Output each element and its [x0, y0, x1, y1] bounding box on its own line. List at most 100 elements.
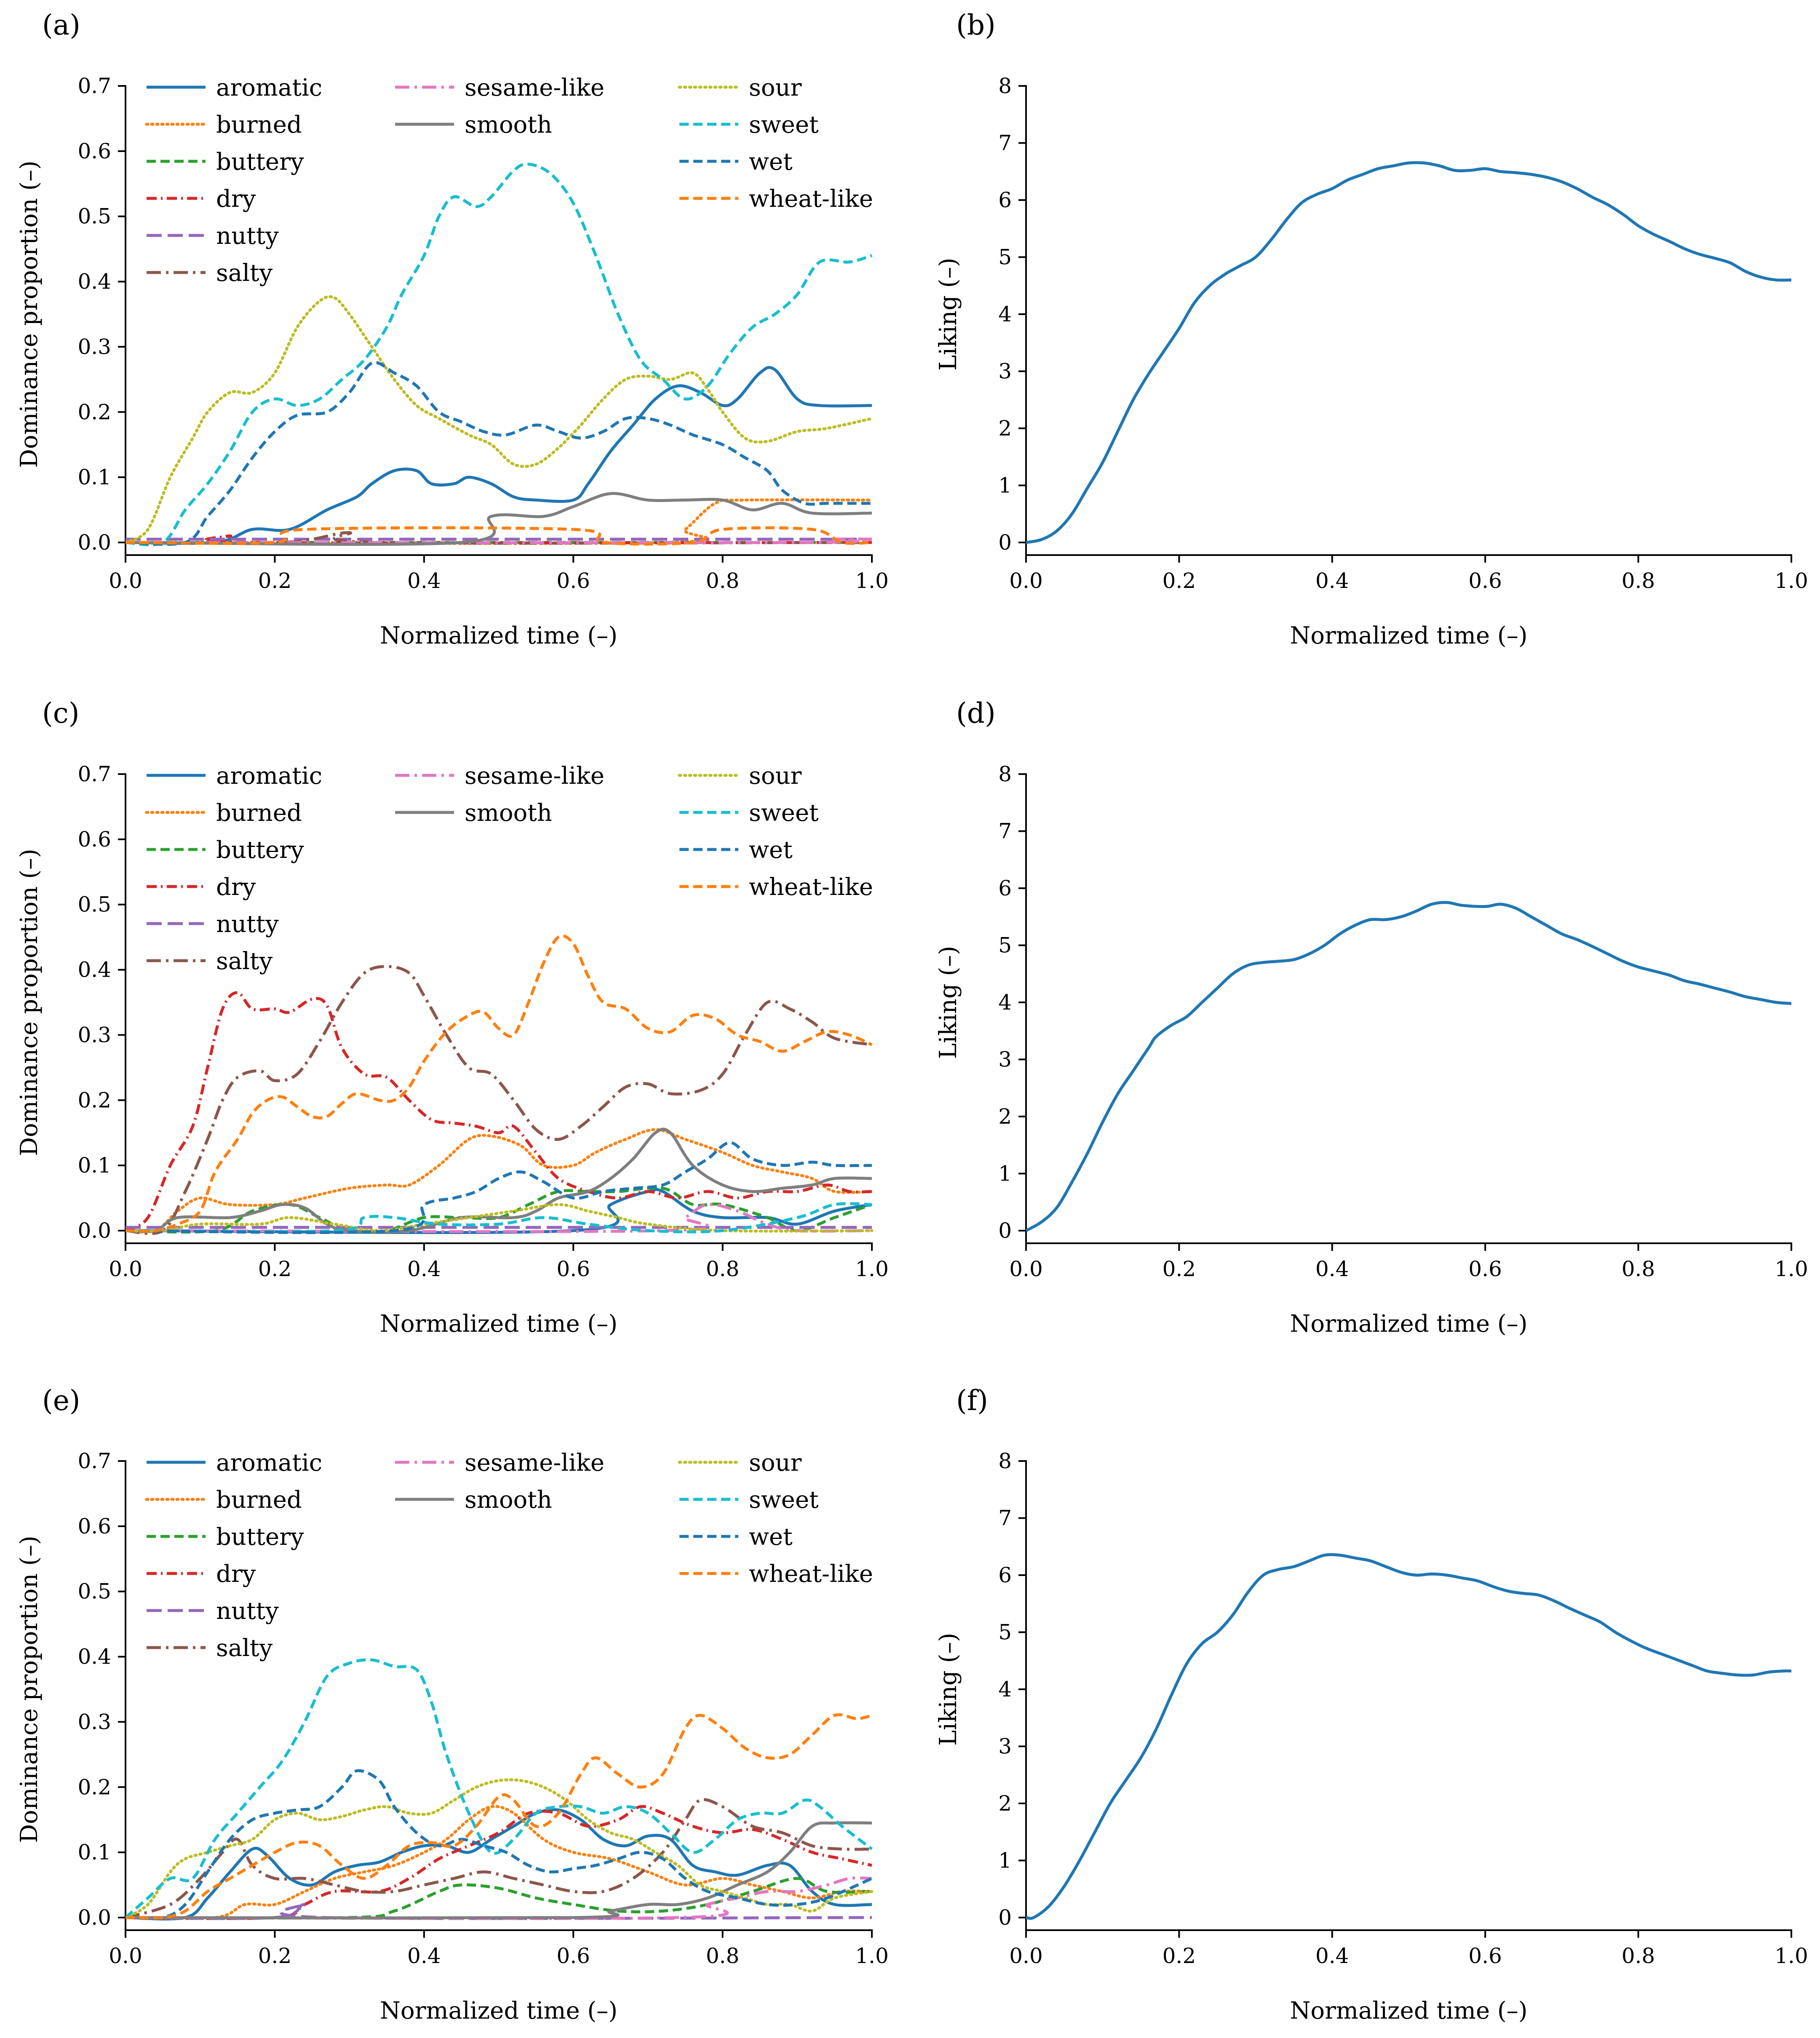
series-line-wet	[126, 1141, 872, 1234]
legend-label-smooth: smooth	[465, 111, 552, 139]
legend-label-nutty: nutty	[216, 222, 279, 250]
y-tick-label: 3	[998, 1047, 1012, 1072]
x-tick-label: 0.2	[1163, 1944, 1196, 1968]
x-tick-label: 0.2	[1163, 1257, 1196, 1281]
x-tick-label: 0.2	[258, 1944, 292, 1968]
y-tick-label: 0.4	[78, 1645, 111, 1669]
x-tick-label: 0.4	[407, 1944, 441, 1968]
y-tick-label: 0.1	[78, 1153, 111, 1178]
y-tick-label: 6	[998, 188, 1012, 212]
legend-label-sweet: sweet	[749, 111, 819, 139]
x-tick-label: 1.0	[855, 569, 889, 593]
legend-label-buttery: buttery	[216, 148, 304, 176]
legend-label-dry: dry	[216, 1560, 256, 1588]
x-tick-label: 0.6	[556, 569, 590, 593]
series-line-smooth	[126, 1821, 872, 1920]
y-tick-label: 7	[998, 819, 1012, 844]
series-line-liking	[1026, 161, 1792, 544]
series-line-wheat-like	[126, 934, 873, 1233]
series-line-sweet	[126, 1202, 872, 1234]
x-tick-label: 0.4	[1315, 1257, 1349, 1281]
legend-label-aromatic: aromatic	[216, 1449, 322, 1477]
x-tick-label: 1.0	[1775, 1944, 1808, 1968]
x-tick-label: 0.4	[1315, 1944, 1349, 1968]
legend-label-buttery: buttery	[216, 836, 304, 864]
x-tick-label: 1.0	[855, 1944, 889, 1968]
legend-label-wheat-like: wheat-like	[749, 873, 873, 901]
panel-letter: (f)	[956, 1384, 988, 1417]
x-tick-label: 0.2	[258, 569, 292, 593]
y-tick-label: 5	[998, 933, 1012, 958]
y-tick-label: 0	[998, 1905, 1012, 1930]
y-tick-label: 8	[998, 1449, 1012, 1473]
x-tick-label: 0.0	[1009, 569, 1043, 593]
y-axis-label: Liking (–)	[935, 946, 962, 1059]
y-tick-label: 4	[998, 302, 1012, 326]
legend-label-dry: dry	[216, 873, 256, 901]
legend-label-salty: salty	[216, 1635, 273, 1662]
legend-label-burned: burned	[216, 799, 302, 827]
series-line-sour	[126, 295, 874, 544]
legend-label-aromatic: aromatic	[216, 762, 322, 790]
legend-label-sesame-like: sesame-like	[465, 762, 604, 790]
legend-label-dry: dry	[216, 185, 256, 213]
legend-label-sour: sour	[749, 74, 802, 101]
x-tick-label: 0.8	[706, 569, 740, 593]
y-tick-label: 4	[998, 1677, 1012, 1701]
series-line-wheat-like	[126, 1713, 872, 1920]
x-tick-label: 1.0	[1775, 1257, 1808, 1281]
panel-letter: (a)	[42, 9, 80, 41]
y-tick-label: 0.5	[78, 1579, 111, 1604]
x-tick-label: 0.4	[407, 1257, 441, 1281]
x-axis-label: Normalized time (–)	[380, 1997, 617, 2025]
y-tick-label: 1	[998, 1848, 1012, 1873]
y-tick-label: 7	[998, 1506, 1012, 1531]
x-tick-label: 0.0	[109, 569, 142, 593]
series-line-salty	[126, 1798, 872, 1919]
series-line-dry	[126, 1805, 872, 1920]
y-tick-label: 6	[998, 1563, 1012, 1587]
x-axis-label: Normalized time (–)	[380, 1310, 617, 1338]
x-axis-label: Normalized time (–)	[1290, 1997, 1527, 2025]
legend-label-sweet: sweet	[749, 1486, 819, 1514]
y-tick-label: 2	[998, 1104, 1012, 1129]
legend-label-wheat-like: wheat-like	[749, 1560, 873, 1588]
x-tick-label: 0.0	[109, 1944, 142, 1968]
y-tick-label: 1	[998, 1162, 1012, 1186]
y-tick-label: 0.6	[78, 139, 111, 163]
y-axis-label: Dominance proportion (–)	[16, 849, 43, 1156]
series-line-liking	[1026, 901, 1792, 1232]
x-tick-label: 0.6	[1468, 569, 1502, 593]
series-line-buttery	[126, 1877, 872, 1920]
x-tick-label: 0.2	[258, 1257, 292, 1281]
y-tick-label: 3	[998, 1734, 1012, 1759]
series-line-smooth	[126, 1127, 872, 1234]
y-tick-label: 3	[998, 359, 1012, 384]
legend-label-sweet: sweet	[749, 799, 819, 827]
y-tick-label: 1	[998, 473, 1012, 498]
y-tick-label: 0.1	[78, 465, 111, 489]
y-tick-label: 6	[998, 876, 1012, 900]
panel-d: (d) 0.0 0.2 0.4 0.6 0.8 1.0 0 1 2 3 4 5 6 7 8 Normalized…	[935, 697, 1808, 1338]
series-line-aromatic	[126, 1808, 872, 1920]
y-tick-label: 0.6	[78, 827, 111, 852]
x-axis-label: Normalized time (–)	[1290, 622, 1527, 649]
y-tick-label: 2	[998, 1791, 1012, 1816]
x-tick-label: 0.8	[1622, 569, 1655, 593]
x-tick-label: 0.6	[556, 1944, 590, 1968]
y-tick-label: 8	[998, 762, 1012, 786]
series-line-sweet	[126, 163, 873, 547]
legend-label-wet: wet	[749, 836, 793, 864]
legend-label-sour: sour	[749, 762, 802, 790]
x-tick-label: 0.8	[706, 1257, 740, 1281]
legend-label-nutty: nutty	[216, 1597, 279, 1625]
panel-letter: (b)	[956, 9, 996, 41]
series-line-salty	[126, 965, 872, 1235]
y-axis-label: Dominance proportion (–)	[16, 1536, 43, 1843]
legend-label-nutty: nutty	[216, 911, 279, 938]
y-tick-label: 0.5	[78, 204, 111, 229]
y-tick-label: 0.3	[78, 334, 111, 359]
y-tick-label: 0.7	[78, 1449, 111, 1473]
panel-b: (b) 0.0 0.2 0.4 0.6 0.8 1.0 0 1 2 3 4 5 6 7 8 Normalized…	[935, 9, 1808, 649]
